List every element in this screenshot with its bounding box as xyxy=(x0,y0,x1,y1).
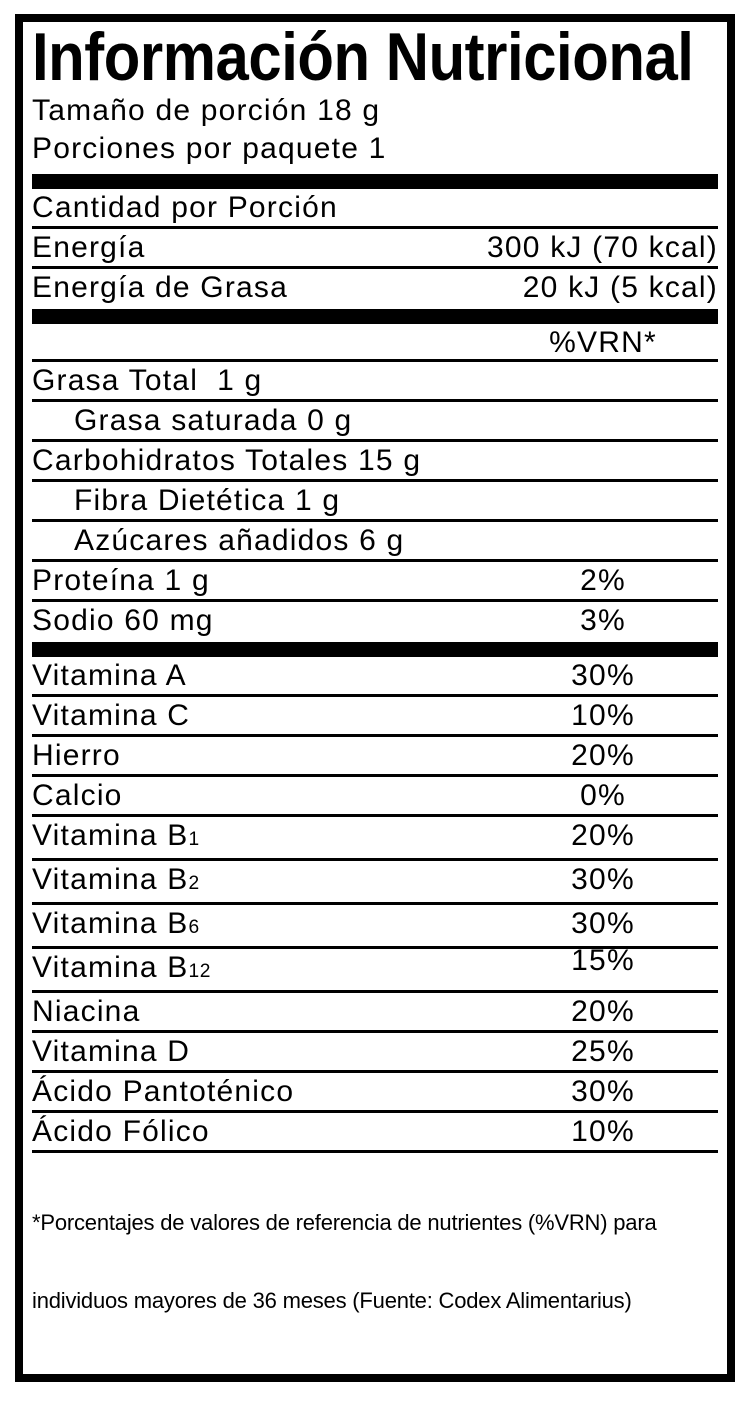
row-energia: Energía 300 kJ (70 kcal) xyxy=(32,229,718,269)
row-label: Ácido Pantoténico xyxy=(32,1075,295,1108)
row-percent-value: 20% xyxy=(571,995,635,1028)
section-divider-bar xyxy=(32,642,718,657)
footnote: *Porcentajes de valores de referencia de… xyxy=(32,1153,718,1374)
serving-size: Tamaño de porción 18 g xyxy=(32,94,381,127)
row-percent-value: 0% xyxy=(580,779,626,812)
row-label: Vitamina A xyxy=(32,659,187,692)
row-label: Carbohidratos Totales 15 g xyxy=(32,444,422,477)
amount-per-serving-header-row: Cantidad por Porción xyxy=(32,189,718,229)
row-vitamina-c: Vitamina C 10% xyxy=(32,697,718,737)
row-label: Vitamina B2 xyxy=(32,863,200,896)
row-label: Grasa saturada 0 g xyxy=(74,404,353,437)
row-sodio: Sodio 60 mg 3% xyxy=(32,602,718,642)
row-label: Energía xyxy=(32,231,146,264)
row-percent-value: 30% xyxy=(571,1075,635,1108)
row-label: Vitamina B12 xyxy=(32,951,211,984)
label-title: Información Nutricional xyxy=(32,19,694,95)
row-grasa-saturada: Grasa saturada 0 g xyxy=(32,402,718,442)
row-vitamina-b2: Vitamina B2 30% xyxy=(32,861,718,905)
row-label: Vitamina B1 xyxy=(32,819,200,852)
subscript: 6 xyxy=(188,917,200,938)
row-vitamina-a: Vitamina A 30% xyxy=(32,657,718,697)
row-value: 300 kJ (70 kcal) xyxy=(487,231,718,264)
row-label: Vitamina D xyxy=(32,1035,191,1068)
row-percent-value: 2% xyxy=(580,564,626,597)
row-vitamina-d: Vitamina D 25% xyxy=(32,1033,718,1073)
subscript: 2 xyxy=(188,873,200,894)
row-grasa-total: Grasa Total 1 g xyxy=(32,362,718,402)
row-energia-de-grasa: Energía de Grasa 20 kJ (5 kcal) xyxy=(32,269,718,309)
servings-per-package: Porciones por paquete 1 xyxy=(32,132,387,165)
row-acido-pantotenico: Ácido Pantoténico 30% xyxy=(32,1073,718,1113)
vrn-column-header: %VRN* xyxy=(549,326,657,359)
row-label: Proteína 1 g xyxy=(32,564,210,597)
row-percent-value: 30% xyxy=(571,863,635,896)
row-percent-value: 25% xyxy=(571,1035,635,1068)
row-vitamina-b12: Vitamina B12 15% xyxy=(32,944,718,993)
row-percent-value: 10% xyxy=(571,699,635,732)
row-percent-value: 20% xyxy=(571,819,635,852)
row-label: Vitamina C xyxy=(32,699,191,732)
row-percent-value: 15% xyxy=(571,944,635,977)
row-label: Energía de Grasa xyxy=(32,271,289,304)
row-label: Fibra Dietética 1 g xyxy=(74,484,341,517)
footnote-line-2: individuos mayores de 36 meses (Fuente: … xyxy=(32,1288,632,1313)
row-value: 20 kJ (5 kcal) xyxy=(522,271,718,304)
row-niacina: Niacina 20% xyxy=(32,993,718,1033)
subscript: 1 xyxy=(188,829,200,850)
row-percent-value: 30% xyxy=(571,907,635,940)
amount-per-serving-header: Cantidad por Porción xyxy=(32,191,338,224)
row-label: Sodio 60 mg xyxy=(32,604,214,637)
row-label: Vitamina B6 xyxy=(32,907,200,940)
row-azucares-anadidos: Azúcares añadidos 6 g xyxy=(32,522,718,562)
row-label: Hierro xyxy=(32,739,121,772)
section-divider-bar xyxy=(32,309,718,324)
row-proteina: Proteína 1 g 2% xyxy=(32,562,718,602)
row-acido-folico: Ácido Fólico 10% xyxy=(32,1113,718,1153)
row-label: Ácido Fólico xyxy=(32,1115,210,1148)
row-percent-value: 30% xyxy=(571,659,635,692)
row-hierro: Hierro 20% xyxy=(32,737,718,777)
row-calcio: Calcio 0% xyxy=(32,777,718,817)
row-vitamina-b6: Vitamina B6 30% xyxy=(32,905,718,949)
row-carbohidratos-totales: Carbohidratos Totales 15 g xyxy=(32,442,718,482)
row-label: Niacina xyxy=(32,995,141,1028)
nutrition-label: Información Nutricional Tamaño de porció… xyxy=(15,14,735,1382)
row-percent-value: 10% xyxy=(571,1115,635,1148)
row-percent-value: 3% xyxy=(580,604,626,637)
section-divider-bar xyxy=(32,174,718,189)
row-label: Grasa Total 1 g xyxy=(32,364,263,397)
subscript: 12 xyxy=(188,961,211,982)
row-fibra-dietetica: Fibra Dietética 1 g xyxy=(32,482,718,522)
row-vitamina-b1: Vitamina B1 20% xyxy=(32,817,718,861)
row-percent-value: 20% xyxy=(571,739,635,772)
row-label: Azúcares añadidos 6 g xyxy=(74,524,405,557)
vrn-header-row: %VRN* xyxy=(32,324,718,362)
row-label: Calcio xyxy=(32,779,123,812)
